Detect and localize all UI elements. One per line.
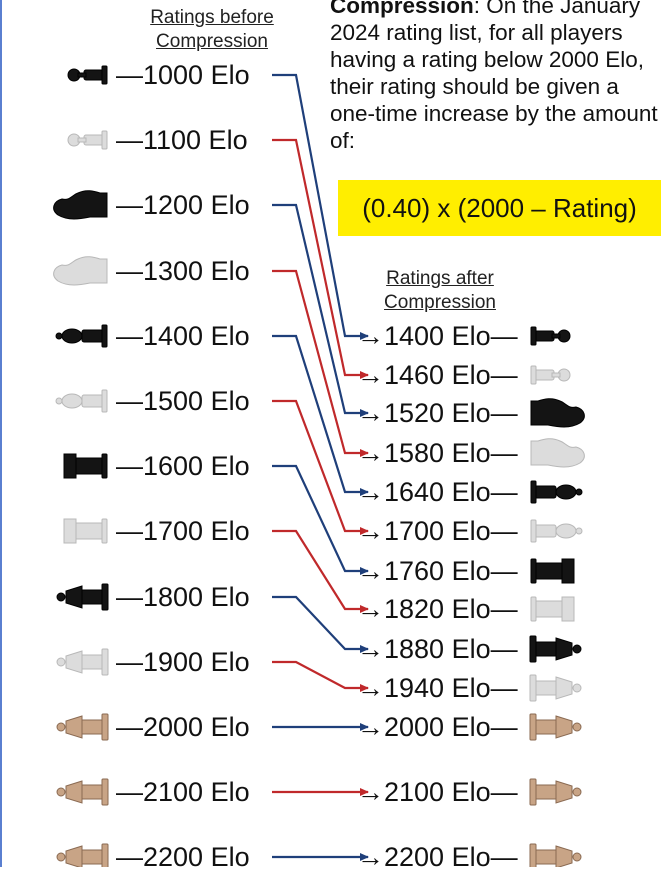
mapping-arrow [272,464,369,575]
wood-queen-icon [56,713,109,741]
description-text: Compression: On the January 2024 rating … [330,0,665,154]
white-rook-icon [530,596,575,622]
black-bishop-icon [530,480,583,504]
white-queen-icon [56,648,109,676]
white-knight-icon [530,438,585,468]
before-header: Ratings before Compression [128,6,296,54]
mapping-arrow [272,529,369,613]
before-header-line2: Compression [156,31,268,52]
wood-queen-icon [529,843,582,867]
before-rating-label: —1900 Elo [116,647,250,677]
black-queen-icon [56,583,109,611]
formula-box: (0.40) x (2000 – Rating) [338,180,661,236]
white-pawn-icon [67,130,108,150]
after-rating-label: →1580 Elo— [357,438,518,468]
black-rook-icon [63,453,108,479]
before-rating-label: —2000 Elo [116,712,250,742]
black-pawn-icon [67,65,108,85]
description-body: : On the January 2024 rating list, for a… [330,0,658,153]
black-pawn-icon [530,326,571,346]
after-rating-label: →1940 Elo— [357,673,518,703]
after-rating-label: →1400 Elo— [357,321,518,351]
before-rating-label: —1200 Elo [116,190,250,220]
mapping-arrow [272,138,369,379]
after-header-line1: Ratings after [386,268,494,289]
wood-queen-icon [529,778,582,806]
before-header-line1: Ratings before [150,7,274,28]
white-queen-icon [529,674,582,702]
before-rating-label: —1600 Elo [116,451,250,481]
after-rating-label: →1640 Elo— [357,477,518,507]
after-rating-label: →1460 Elo— [357,360,518,390]
before-rating-label: —2100 Elo [116,777,250,807]
after-rating-label: →1760 Elo— [357,556,518,586]
before-rating-label: —1700 Elo [116,516,250,546]
before-rating-label: —2200 Elo [116,842,250,872]
mapping-arrow [272,203,369,417]
white-knight-icon [53,256,108,286]
before-rating-label: —1300 Elo [116,256,250,286]
mapping-arrow [272,73,369,340]
before-rating-label: —1500 Elo [116,386,250,416]
black-knight-icon [530,398,585,428]
black-knight-icon [53,190,108,220]
before-rating-label: —1400 Elo [116,321,250,351]
mapping-arrow [272,660,369,692]
before-rating-label: —1800 Elo [116,582,250,612]
white-rook-icon [63,518,108,544]
after-rating-label: →1700 Elo— [357,516,518,546]
black-bishop-icon [55,324,108,348]
white-bishop-icon [55,389,108,413]
black-queen-icon [529,635,582,663]
after-header-line2: Compression [384,292,496,313]
after-rating-label: →1520 Elo— [357,398,518,428]
mapping-arrow [272,334,369,496]
before-rating-label: —1000 Elo [116,60,250,90]
after-rating-label: →1880 Elo— [357,634,518,664]
wood-queen-icon [56,843,109,867]
after-rating-label: →2200 Elo— [357,842,518,872]
white-bishop-icon [530,519,583,543]
mapping-arrow [272,595,369,653]
mapping-arrow [272,269,369,457]
after-rating-label: →2000 Elo— [357,712,518,742]
black-rook-icon [530,558,575,584]
wood-queen-icon [56,778,109,806]
left-edge-line [0,0,2,867]
white-pawn-icon [530,365,571,385]
after-header: Ratings after Compression [360,267,520,315]
after-rating-label: →2100 Elo— [357,777,518,807]
after-rating-label: →1820 Elo— [357,594,518,624]
before-rating-label: —1100 Elo [116,125,248,155]
mapping-arrow [272,399,369,535]
description-term: Compression [330,0,474,18]
wood-queen-icon [529,713,582,741]
